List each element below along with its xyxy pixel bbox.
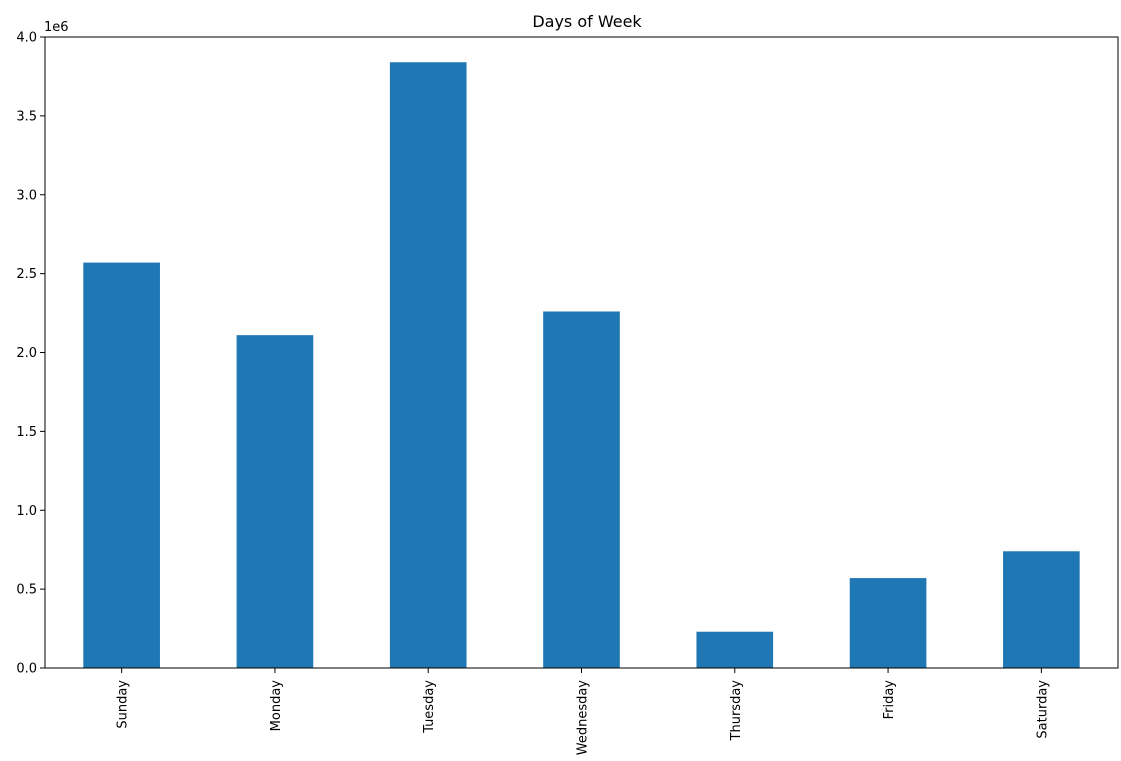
- y-tick-label: 1.5: [16, 425, 37, 440]
- plot-frame: [44, 36, 1119, 669]
- y-axis-scale-label: 1e6: [44, 20, 69, 35]
- bar-monday: [236, 335, 314, 668]
- y-tick-label: 1.0: [16, 504, 37, 519]
- bar-saturday: [1003, 551, 1080, 668]
- x-tick-label-tuesday: Tuesday: [422, 680, 437, 734]
- y-tick-label: 4.0: [16, 31, 37, 46]
- bar-sunday: [83, 262, 160, 668]
- chart-title: Days of Week: [532, 12, 642, 31]
- bar-wednesday: [543, 311, 620, 668]
- bar-tuesday: [389, 62, 467, 669]
- x-tick-label-saturday: Saturday: [1035, 680, 1050, 739]
- bars-layer: [83, 62, 1080, 669]
- x-tick-label-monday: Monday: [269, 680, 284, 732]
- bar-friday: [849, 578, 927, 668]
- x-tick-label-thursday: Thursday: [729, 680, 744, 742]
- x-tick-label-friday: Friday: [882, 680, 897, 720]
- y-tick-label: 2.0: [16, 346, 37, 361]
- y-tick-label: 2.5: [16, 267, 37, 282]
- bar-thursday: [696, 631, 774, 668]
- y-tick-label: 3.0: [16, 188, 37, 203]
- y-axis: 0.0 0.5 1.0 1.5 2.0 2.5 3.0 3.5 4.0: [16, 31, 45, 677]
- y-tick-label: 0.5: [16, 583, 37, 598]
- x-tick-label-wednesday: Wednesday: [576, 680, 591, 756]
- y-tick-label: 0.0: [16, 662, 37, 677]
- y-tick-label: 3.5: [16, 109, 37, 124]
- x-tick-label-sunday: Sunday: [116, 680, 131, 729]
- x-axis: Sunday Monday Tuesday Wednesday Thursday Frid…: [116, 668, 1050, 756]
